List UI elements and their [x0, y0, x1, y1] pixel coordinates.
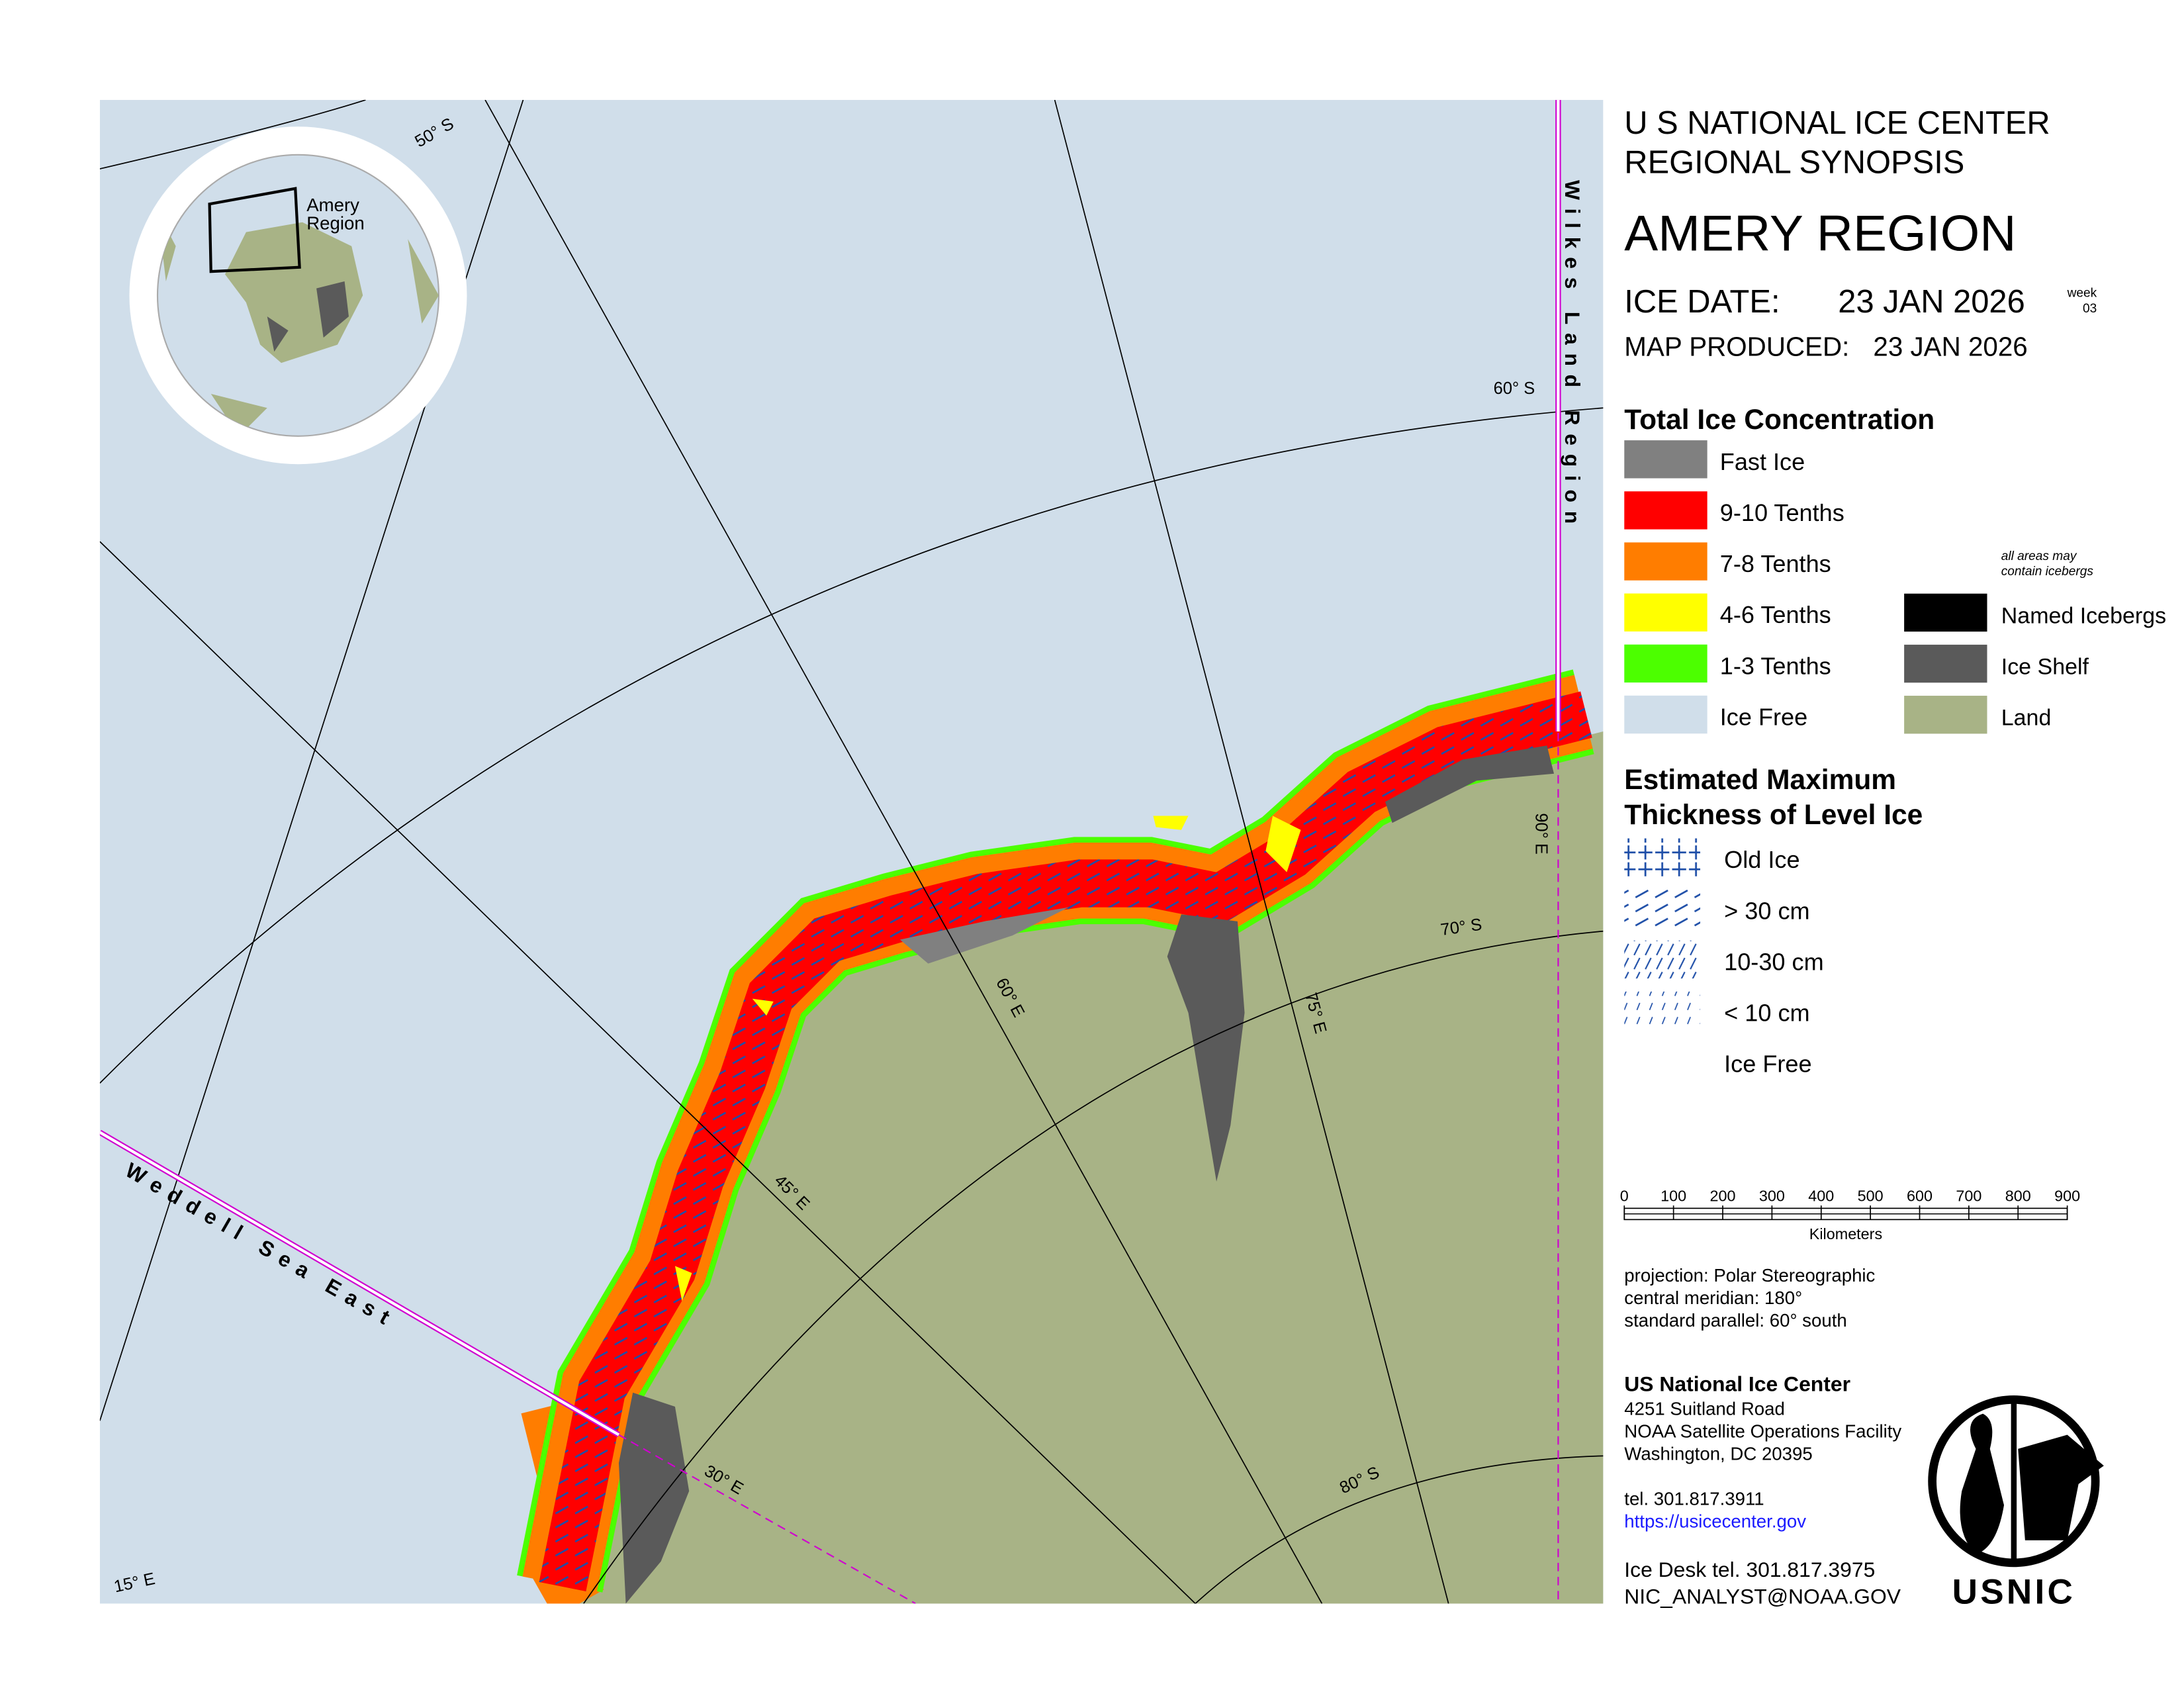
legend-label: < 10 cm [1724, 1000, 1809, 1027]
legend-swatch [1624, 491, 1707, 530]
legend-swatch [1624, 1043, 1700, 1080]
region-title: AMERY REGION [1624, 205, 2016, 261]
scale-bar: 0 100 200 300 400 500 600 700 800 900 Kilometers [1620, 1188, 2080, 1243]
map-produced: 23 JAN 2026 [1873, 332, 2027, 362]
map: 50° S 60° S 70° S 80° S 15° E 30° E 45° … [99, 99, 1604, 1604]
address: NOAA Satellite Operations Facility [1624, 1421, 1901, 1442]
legend-swatch [1624, 838, 1701, 876]
email: NIC_ANALYST@NOAA.GOV [1624, 1584, 1901, 1608]
legend-label: 1-3 Tenths [1720, 652, 1831, 679]
title-block: U S NATIONAL ICE CENTER REGIONAL SYNOPSI… [1624, 105, 2097, 362]
amery-ice-shelf [1167, 914, 1245, 1182]
ice-desk: Ice Desk tel. 301.817.3975 [1624, 1558, 1875, 1581]
legend-label: Land [2001, 706, 2052, 731]
legend-swatch [1624, 695, 1707, 734]
graticule-label: 60° S [1494, 379, 1535, 398]
legend-note: all areas may contain icebergs [2001, 549, 2094, 579]
legend-label: > 30 cm [1724, 897, 1809, 924]
tel: tel. 301.817.3911 [1624, 1489, 1764, 1509]
scale-label: 900 [2054, 1188, 2080, 1205]
legend-swatch [1624, 440, 1707, 479]
region-boundary [99, 1131, 620, 1436]
logo: USNIC [1928, 1395, 2104, 1611]
meridian [618, 1434, 916, 1604]
notes: projection: Polar Stereographic central … [1624, 1265, 1901, 1609]
legend-swatch [1624, 593, 1707, 632]
legend-title: Thickness of Level Ice [1624, 800, 1923, 831]
scale-label: 100 [1661, 1188, 1686, 1205]
address: 4251 Suitland Road [1624, 1399, 1785, 1419]
scale-label: 0 [1620, 1188, 1629, 1205]
projection: central meridian: 180° [1624, 1288, 1802, 1308]
projection: projection: Polar Stereographic [1624, 1265, 1875, 1286]
scale-label: 800 [2005, 1188, 2031, 1205]
legend-swatch [1624, 991, 1701, 1030]
legend-label: 7-8 Tenths [1720, 550, 1831, 577]
legend-label: Fast Ice [1720, 448, 1805, 475]
legend-swatch [1624, 940, 1701, 979]
ice-date-label: ICE DATE: [1624, 284, 1780, 320]
graticule-label: 90° E [1531, 813, 1550, 855]
ice-hatch [539, 691, 1592, 1592]
scale-label: 500 [1858, 1188, 1884, 1205]
legend-label: 9-10 Tenths [1720, 499, 1844, 526]
legend-label: 4-6 Tenths [1720, 601, 1831, 628]
inset-globe [157, 187, 439, 436]
url[interactable]: https://usicecenter.gov [1624, 1511, 1806, 1532]
ice-shelf [1385, 745, 1555, 823]
address: Washington, DC 20395 [1624, 1444, 1812, 1464]
legend-label: Ice Free [1724, 1051, 1811, 1078]
inset-label: Amery [306, 195, 359, 215]
parallel [99, 99, 1604, 1604]
legend-swatch [1904, 644, 1987, 683]
product: REGIONAL SYNOPSIS [1624, 144, 1964, 180]
week-number: 03 [2083, 302, 2097, 316]
logo-text: USNIC [1952, 1572, 2076, 1611]
legend-label: Old Ice [1724, 846, 1799, 873]
land [579, 731, 1604, 1604]
legend-label: Named Icebergs [2001, 603, 2166, 628]
scale-label: 200 [1710, 1188, 1736, 1205]
region-label: Wilkes Land Region [1561, 180, 1584, 532]
projection: standard parallel: 60° south [1624, 1310, 1846, 1331]
scale-unit: Kilometers [1809, 1225, 1882, 1243]
meridian [99, 99, 1449, 1604]
scale-label: 400 [1808, 1188, 1834, 1205]
legend-swatch [1904, 696, 1987, 734]
legend-swatch [1624, 542, 1707, 581]
legend-label: Ice Shelf [2001, 655, 2089, 680]
ice-date: 23 JAN 2026 [1838, 284, 2025, 320]
inset-label: Region [306, 212, 365, 233]
scale-label: 600 [1907, 1188, 1933, 1205]
legend: Total Ice Concentration all areas may con… [1624, 404, 2166, 1080]
legend-title: Total Ice Concentration [1624, 404, 1934, 436]
scale-label: 700 [1956, 1188, 1981, 1205]
legend-swatch [1624, 644, 1707, 683]
scale-label: 300 [1759, 1188, 1785, 1205]
legend-label: 10-30 cm [1724, 948, 1824, 975]
contact-name: US National Ice Center [1624, 1372, 1850, 1396]
legend-swatch [1624, 889, 1701, 928]
legend-title: Estimated Maximum [1624, 765, 1896, 796]
legend-swatch [1904, 593, 1987, 632]
legend-label: Ice Free [1720, 703, 1807, 730]
fast-ice [899, 907, 1069, 964]
agency: U S NATIONAL ICE CENTER [1624, 105, 2050, 141]
map-produced-label: MAP PRODUCED: [1624, 332, 1849, 362]
week-label: week [2067, 286, 2097, 300]
